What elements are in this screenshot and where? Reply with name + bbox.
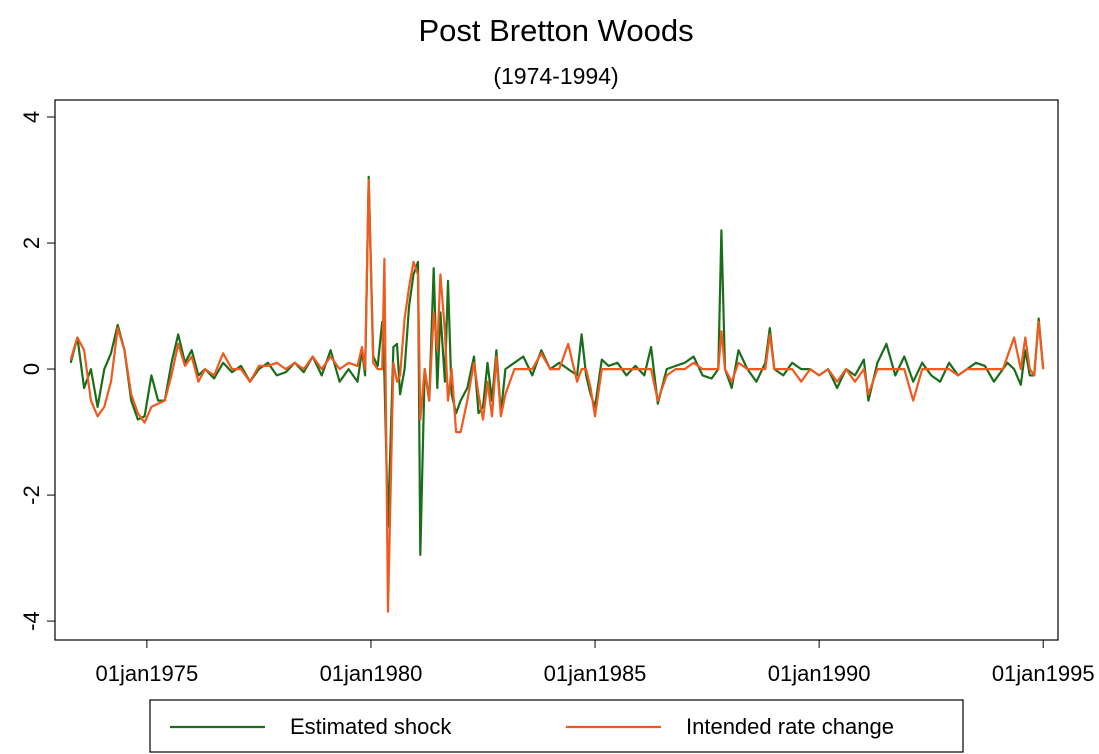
y-tick-label: 0 <box>19 363 44 375</box>
y-tick-label: -4 <box>19 611 44 631</box>
x-tick-label: 01jan1975 <box>95 661 198 686</box>
legend-label: Estimated shock <box>290 714 452 739</box>
y-tick-label: 2 <box>19 237 44 249</box>
x-tick-label: 01jan1990 <box>768 661 871 686</box>
legend-box <box>149 699 964 753</box>
x-tick-label: 01jan1980 <box>320 661 423 686</box>
y-tick-label: -2 <box>19 485 44 505</box>
y-tick-label: 4 <box>19 111 44 123</box>
x-tick-label: 01jan1985 <box>544 661 647 686</box>
chart-title: Post Bretton Woods <box>418 13 693 48</box>
series-line <box>69 175 1045 557</box>
x-tick-label: 01jan1995 <box>992 661 1095 686</box>
series-line <box>69 178 1045 613</box>
chart-subtitle: (1974-1994) <box>493 63 618 89</box>
legend-label: Intended rate change <box>686 714 894 739</box>
plot-frame <box>54 99 1059 641</box>
